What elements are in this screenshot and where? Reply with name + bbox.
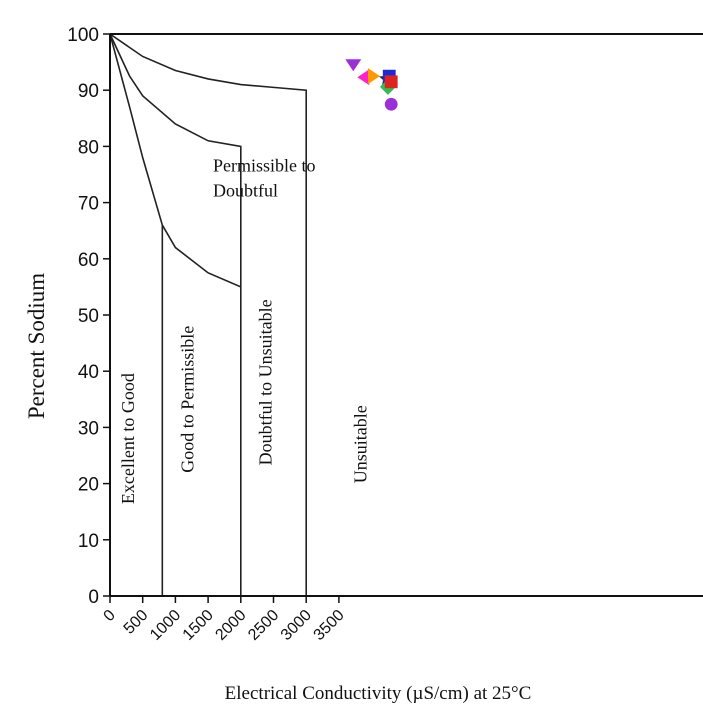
zone-label-unsuitable: Unsuitable: [351, 405, 371, 483]
boundary-curve-1: [109, 33, 242, 596]
x-tick-label: 3500: [311, 607, 348, 644]
y-tick-label: 30: [78, 418, 99, 439]
y-tick-label: 10: [78, 531, 99, 552]
classification-boundaries: [109, 33, 307, 596]
y-tick-label: 90: [78, 81, 99, 102]
point-triangle-right: [367, 68, 380, 85]
x-tick-label: 2000: [212, 607, 249, 644]
y-axis-ticks: 0 10 20 30 40 50 60 70 80 90 100: [67, 25, 110, 608]
y-tick-label: 40: [78, 362, 99, 383]
y-tick-label: 70: [78, 194, 99, 215]
point-triangle-down: [345, 59, 362, 72]
zone-labels: Excellent to Good Good to Permissible Doub…: [118, 156, 370, 504]
x-tick-label: 3000: [278, 607, 315, 644]
plot-axes: [109, 33, 703, 597]
x-tick-label: 1500: [180, 607, 217, 644]
x-tick-label: 2500: [245, 607, 282, 644]
y-tick-label: 100: [67, 25, 99, 46]
y-tick-label: 50: [78, 306, 99, 327]
y-tick-label: 60: [78, 250, 99, 271]
x-tick-label: 0: [101, 607, 119, 625]
boundary-curve-4: [109, 33, 307, 596]
zone-label-good-to-permissible: Good to Permissible: [178, 326, 198, 473]
y-tick-label: 80: [78, 137, 99, 158]
zone-label-excellent-to-good: Excellent to Good: [118, 373, 138, 504]
y-tick-label: 0: [88, 587, 99, 608]
y-axis-label: Percent Sodium: [24, 273, 49, 419]
point-circle: [384, 97, 398, 111]
zone-label-doubtful-to-unsuitable: Doubtful to Unsuitable: [256, 299, 276, 465]
y-tick-label: 20: [78, 475, 99, 496]
point-triangle-left: [357, 69, 370, 86]
sample-points: [345, 59, 398, 111]
zone-label-permissible-to-doubtful: Permissible to Doubtful: [213, 156, 316, 201]
point-square: [384, 75, 398, 89]
x-axis-label: Electrical Conductivity (µS/cm) at 25°C: [225, 683, 532, 704]
x-tick-label: 1000: [147, 607, 184, 644]
boundary-curve-3: [109, 33, 242, 287]
